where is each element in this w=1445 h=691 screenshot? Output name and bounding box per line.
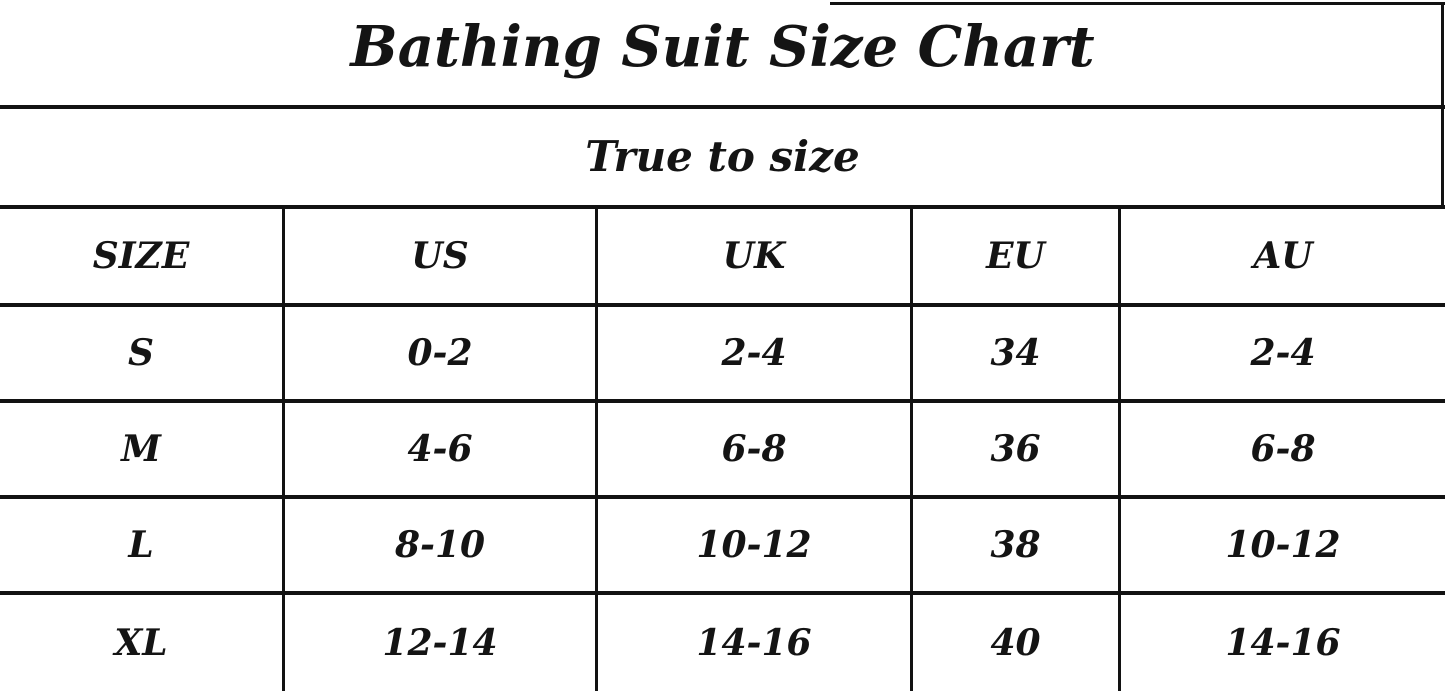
eu-value-cell: 36 (910, 399, 1118, 495)
size-chart-table: SIZE US UK EU AU S 0-2 2-4 34 2-4 M 4-6 … (0, 209, 1445, 691)
us-value-cell: 4-6 (282, 399, 595, 495)
size-label-cell: L (0, 495, 282, 591)
fit-note-text: True to size (585, 132, 860, 181)
size-label-cell: M (0, 399, 282, 495)
column-header-au: AU (1118, 209, 1445, 303)
eu-value-cell: 34 (910, 303, 1118, 399)
uk-value-cell: 14-16 (595, 591, 910, 691)
us-value-cell: 0-2 (282, 303, 595, 399)
column-header-uk: UK (595, 209, 910, 303)
au-value-cell: 6-8 (1118, 399, 1445, 495)
uk-value-cell: 10-12 (595, 495, 910, 591)
size-label-cell: S (0, 303, 282, 399)
au-value-cell: 2-4 (1118, 303, 1445, 399)
uk-value-cell: 2-4 (595, 303, 910, 399)
au-value-cell: 14-16 (1118, 591, 1445, 691)
column-header-us: US (282, 209, 595, 303)
eu-value-cell: 40 (910, 591, 1118, 691)
eu-value-cell: 38 (910, 495, 1118, 591)
us-value-cell: 8-10 (282, 495, 595, 591)
fit-note-row: True to size (0, 105, 1445, 209)
uk-value-cell: 6-8 (595, 399, 910, 495)
size-label-cell: XL (0, 591, 282, 691)
top-border-line (830, 2, 1445, 5)
column-header-size: SIZE (0, 209, 282, 303)
us-value-cell: 12-14 (282, 591, 595, 691)
page-title: Bathing Suit Size Chart (350, 13, 1095, 80)
au-value-cell: 10-12 (1118, 495, 1445, 591)
column-header-eu: EU (910, 209, 1118, 303)
title-row: Bathing Suit Size Chart (0, 0, 1445, 105)
